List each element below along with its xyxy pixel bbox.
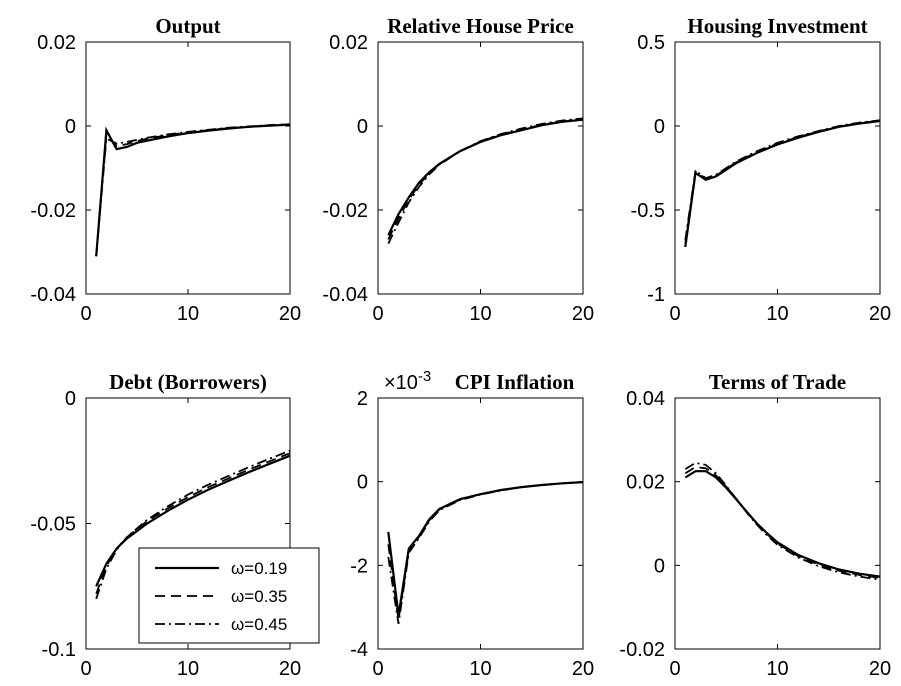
series-line-2 — [387, 481, 584, 620]
y-tick-label: -0.1 — [42, 639, 76, 661]
y-tick-label: -0.02 — [619, 639, 665, 661]
axis-multiplier: ×10-3 — [384, 368, 431, 394]
subplot-2: Relative House Price 0 10 20 -0.04 -0.02 0 0.02 — [322, 14, 594, 325]
subplot-4: Debt (Borrowers)0 10 20-0.1-0.050ω=0.19ω=0… — [30, 370, 320, 680]
series-line-3 — [684, 119, 881, 241]
y-tick-label: 0.04 — [626, 388, 665, 410]
series-line-1 — [95, 454, 291, 587]
x-tick-label: 20 — [572, 658, 594, 680]
x-tick-label: 10 — [177, 303, 199, 325]
y-tick-label: 0.02 — [329, 32, 368, 54]
y-tick-label: -1 — [647, 284, 665, 306]
x-tick-label: 0 — [372, 658, 383, 680]
x-tick-label: 0 — [669, 658, 680, 680]
legend-label-3: ω=0.45 — [231, 615, 287, 634]
legend: ω=0.19 ω=0.35 ω=0.45 — [138, 547, 320, 644]
axis-multiplier-exponent: -3 — [418, 368, 431, 385]
y-tick-label: 0.5 — [637, 32, 665, 54]
x-tick-label: 10 — [469, 303, 491, 325]
x-tick-label: 10 — [766, 303, 788, 325]
axes-box — [674, 41, 881, 295]
axes-box — [85, 41, 291, 295]
axes-box — [377, 41, 584, 295]
y-tick-label: 0.02 — [626, 472, 665, 494]
y-tick-label: -4 — [350, 639, 368, 661]
y-tick-label: 0 — [357, 116, 368, 138]
y-tick-label: -0.04 — [30, 284, 76, 306]
y-tick-label: 0 — [357, 472, 368, 494]
y-tick-label: -0.04 — [322, 284, 368, 306]
series-line-3 — [95, 449, 291, 600]
x-tick-label: 0 — [80, 658, 91, 680]
subplot-5: CPI Inflation ×10-3 0 10 20 -4 -2 0 2 — [350, 368, 594, 680]
chart-title: Housing Investment — [687, 14, 867, 38]
chart-title: CPI Inflation — [455, 370, 575, 394]
series-line-3 — [387, 117, 584, 244]
axes-box — [674, 397, 881, 650]
y-tick-label: 2 — [357, 388, 368, 410]
legend-box — [138, 547, 320, 644]
y-tick-label: 0 — [654, 116, 665, 138]
series-line-3 — [387, 481, 584, 625]
x-tick-label: 0 — [372, 303, 383, 325]
x-tick-label: 20 — [869, 658, 891, 680]
chart-title: Terms of Trade — [709, 370, 846, 394]
chart-title: Output — [155, 14, 220, 38]
x-tick-label: 10 — [766, 658, 788, 680]
y-tick-label: -0.02 — [322, 200, 368, 222]
y-tick-label: -0.5 — [631, 200, 665, 222]
y-tick-label: 0.02 — [37, 32, 76, 54]
y-tick-label: -0.02 — [30, 200, 76, 222]
y-tick-label: 0 — [654, 555, 665, 577]
x-tick-label: 20 — [279, 303, 301, 325]
series-line-2 — [95, 452, 291, 595]
y-tick-label: 0 — [65, 388, 76, 410]
y-tick-label: -0.05 — [30, 514, 76, 536]
x-tick-label: 10 — [469, 658, 491, 680]
subplot-3: Housing Investment 0 10 20 -1 -0.5 0 0.5 — [631, 14, 892, 325]
axes-box — [377, 397, 584, 650]
series-line-3 — [95, 123, 291, 257]
x-tick-label: 0 — [669, 303, 680, 325]
x-tick-label: 10 — [177, 658, 199, 680]
y-tick-label: 0 — [65, 116, 76, 138]
x-tick-label: 20 — [279, 658, 301, 680]
legend-label-1: ω=0.19 — [231, 559, 287, 578]
chart-title: Relative House Price — [387, 14, 574, 38]
x-tick-label: 20 — [572, 303, 594, 325]
legend-label-2: ω=0.35 — [231, 587, 287, 606]
subplot-1: Output 0 10 20 -0.04 -0.02 0 0.02 — [30, 14, 301, 325]
x-tick-label: 0 — [80, 303, 91, 325]
series-line-3 — [684, 461, 881, 581]
y-tick-label: -2 — [350, 555, 368, 577]
series-line-2 — [387, 118, 584, 240]
chart-title: Debt (Borrowers) — [109, 370, 267, 394]
x-tick-label: 20 — [869, 303, 891, 325]
